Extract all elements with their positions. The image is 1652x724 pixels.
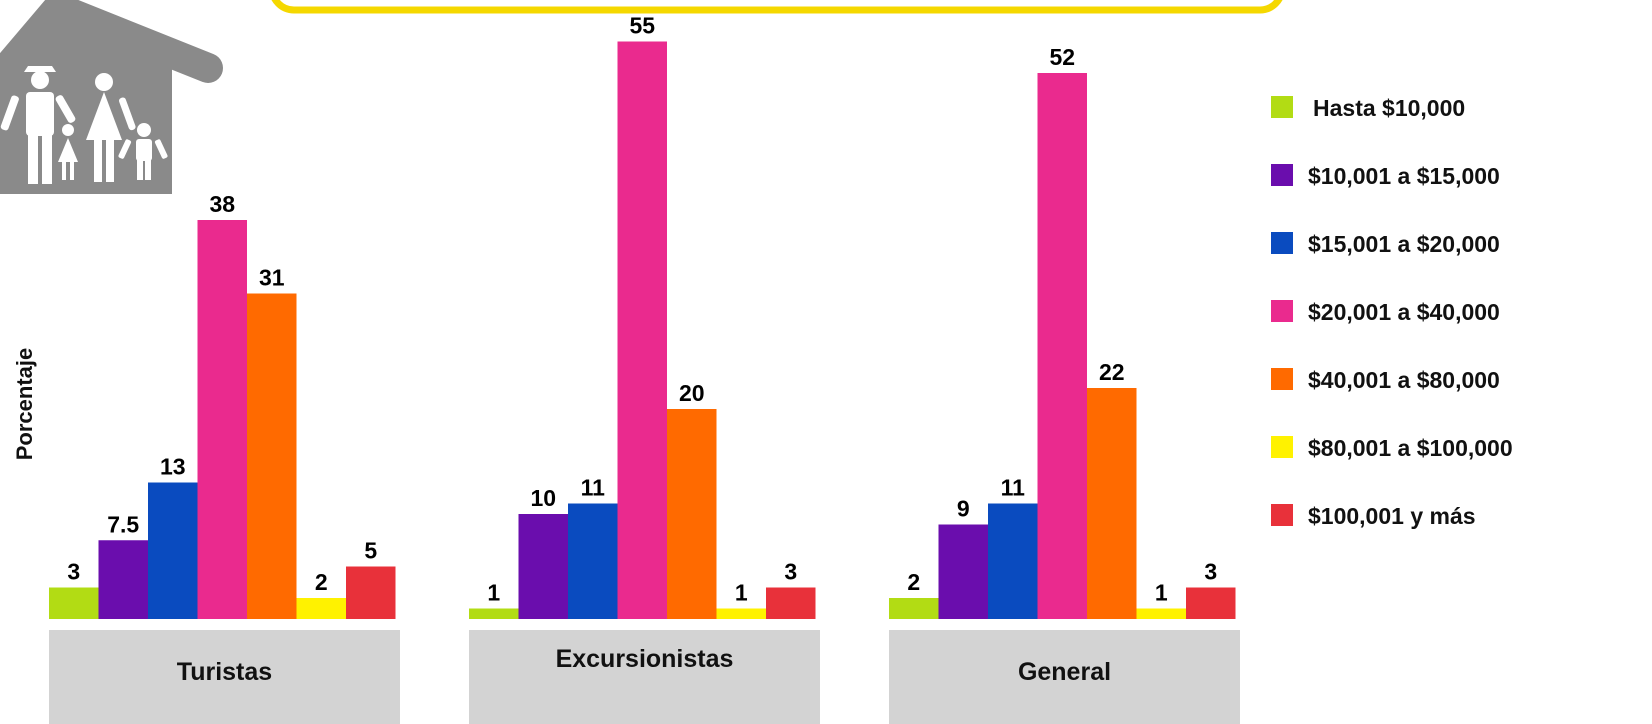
data-label: 7.5 xyxy=(107,511,139,537)
data-label: 11 xyxy=(1001,475,1026,501)
data-label: 55 xyxy=(629,13,655,39)
legend-entry: $40,001 a $80,000 xyxy=(1308,367,1500,393)
category-label: Turistas xyxy=(177,658,272,686)
legend-entry: $80,001 a $100,000 xyxy=(1308,435,1513,461)
data-label: 11 xyxy=(581,475,606,501)
legend-swatch xyxy=(1271,96,1293,118)
bar xyxy=(49,587,99,619)
data-label: 13 xyxy=(160,454,186,480)
legend-swatch xyxy=(1271,368,1293,390)
category-box xyxy=(889,630,1240,724)
data-label: 22 xyxy=(1099,359,1125,385)
bar xyxy=(889,598,939,619)
bar xyxy=(667,409,717,619)
bar xyxy=(617,41,667,619)
bar xyxy=(469,608,519,619)
category-box xyxy=(469,630,820,724)
category-label: General xyxy=(1018,658,1111,686)
category-label: Excursionistas xyxy=(556,645,734,673)
bar xyxy=(1037,73,1087,619)
data-label: 1 xyxy=(1155,580,1168,606)
data-label: 3 xyxy=(67,559,80,585)
data-label: 38 xyxy=(209,191,235,217)
bar xyxy=(148,482,198,619)
data-label: 3 xyxy=(1204,559,1217,585)
bar xyxy=(197,220,247,619)
data-label: 52 xyxy=(1049,44,1075,70)
data-label: 3 xyxy=(784,559,797,585)
bar xyxy=(1186,587,1236,619)
bar xyxy=(346,566,396,619)
legend-entry: $10,001 a $15,000 xyxy=(1308,163,1500,189)
legend-swatch xyxy=(1271,504,1293,526)
bar xyxy=(766,587,816,619)
data-label: 2 xyxy=(907,569,920,595)
data-label: 9 xyxy=(957,496,970,522)
legend-entry: Hasta $10,000 xyxy=(1313,95,1465,121)
bar xyxy=(1087,388,1137,619)
data-label: 31 xyxy=(259,265,285,291)
data-label: 20 xyxy=(679,380,705,406)
data-label: 10 xyxy=(530,485,556,511)
bar xyxy=(988,503,1038,619)
house-family-icon xyxy=(0,0,223,194)
data-label: 2 xyxy=(315,569,328,595)
bar xyxy=(98,540,148,619)
data-label: 5 xyxy=(364,538,377,564)
legend-swatch xyxy=(1271,300,1293,322)
data-label: 1 xyxy=(487,580,500,606)
data-label: 1 xyxy=(735,580,748,606)
bar xyxy=(716,608,766,619)
bar xyxy=(247,293,297,619)
category-box xyxy=(49,630,400,724)
y-axis-label: Porcentaje xyxy=(12,348,37,461)
legend-entry: $20,001 a $40,000 xyxy=(1308,299,1500,325)
top-banner xyxy=(271,0,1283,14)
bar xyxy=(296,598,346,619)
bar xyxy=(1136,608,1186,619)
legend-entry: $100,001 y más xyxy=(1308,503,1476,529)
legend-swatch xyxy=(1271,232,1293,254)
legend-entry: $15,001 a $20,000 xyxy=(1308,231,1500,257)
legend-swatch xyxy=(1271,436,1293,458)
bar xyxy=(518,514,568,619)
bar xyxy=(568,503,618,619)
bar xyxy=(938,524,988,619)
legend-swatch xyxy=(1271,164,1293,186)
